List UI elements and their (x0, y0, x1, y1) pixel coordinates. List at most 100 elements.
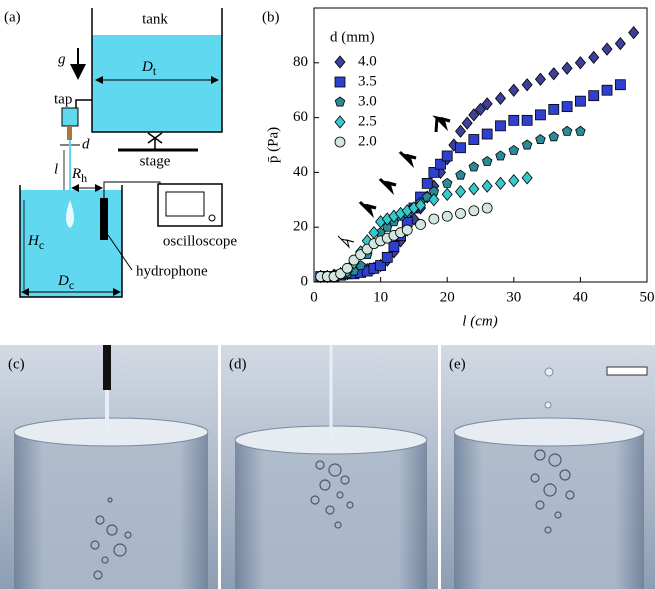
marker-diamond (549, 68, 559, 80)
marker-diamond (562, 62, 572, 74)
onset-arrow (380, 179, 396, 190)
marker-square (589, 91, 599, 101)
stage-label: stage (140, 153, 171, 169)
y-tick-label: 20 (293, 219, 308, 235)
marker-pentagon (456, 170, 466, 179)
hydrophone (100, 198, 108, 240)
marker-diamond (522, 172, 532, 184)
marker-square (382, 252, 392, 262)
marker-diamond (442, 188, 452, 200)
y-tick-label: 80 (293, 54, 308, 70)
marker-diamond (615, 38, 625, 50)
panel-label: (a) (4, 9, 21, 25)
marker-pentagon (576, 126, 586, 135)
marker-diamond (575, 57, 585, 69)
x-axis-label: l (cm) (462, 313, 497, 329)
marker-pentagon (522, 140, 532, 149)
marker-square (482, 129, 492, 139)
hydrophone-label: hydrophone (136, 263, 208, 279)
marker-square (615, 80, 625, 90)
marker-square (509, 115, 519, 125)
onset-arrow (360, 202, 376, 213)
legend-title: d (mm) (330, 29, 375, 45)
y-tick-label: 0 (301, 273, 309, 289)
photo: (e) (441, 345, 655, 589)
marker-square (549, 104, 559, 114)
legend-label: 2.5 (358, 113, 377, 129)
nozzle (67, 126, 72, 140)
tap-label: tap (54, 91, 72, 107)
marker-pentagon (536, 135, 546, 144)
onset-arrow (338, 236, 354, 247)
marker-circle (342, 263, 352, 273)
stage-valve (148, 133, 162, 150)
panel-label: (d) (229, 356, 247, 372)
rh-label: Rh (71, 166, 87, 184)
marker-pentagon (469, 162, 479, 171)
marker-circle (402, 225, 412, 235)
marker-pentagon (509, 145, 519, 154)
marker-pentagon (496, 151, 506, 160)
d-label: d (82, 136, 90, 152)
oscilloscope-label: oscilloscope (163, 233, 237, 249)
marker-square (422, 178, 432, 188)
panel-label: (c) (8, 356, 25, 372)
tap (62, 108, 78, 126)
x-tick-label: 10 (373, 289, 388, 305)
marker-pentagon (549, 132, 559, 141)
legend-label: 3.0 (358, 93, 377, 109)
marker-circle (335, 137, 345, 147)
x-tick-label: 50 (640, 289, 655, 305)
marker-diamond (469, 183, 479, 195)
marker-diamond (509, 84, 519, 96)
marker-circle (416, 219, 426, 229)
figure: (a) tank g Dt tap d stage l Rh oscillosc… (0, 0, 655, 589)
x-tick-label: 20 (440, 289, 455, 305)
marker-square (562, 102, 572, 112)
marker-square (522, 115, 532, 125)
panel-label: (b) (262, 9, 280, 25)
marker-circle (469, 206, 479, 216)
marker-square (442, 151, 452, 161)
marker-square (602, 85, 612, 95)
marker-diamond (495, 177, 505, 189)
marker-square (575, 96, 585, 106)
photo: (d) (221, 345, 438, 589)
x-tick-label: 40 (573, 289, 588, 305)
marker-circle (482, 203, 492, 213)
photo: (c) (0, 345, 218, 589)
marker-diamond (495, 92, 505, 104)
marker-diamond (335, 116, 345, 128)
y-tick-label: 60 (293, 109, 308, 125)
marker-diamond (629, 27, 639, 39)
x-tick-label: 30 (506, 289, 521, 305)
y-axis-label: p̄ (Pa) (265, 127, 281, 163)
marker-diamond (456, 125, 466, 137)
marker-pentagon (442, 178, 452, 187)
marker-pentagon (335, 97, 345, 106)
marker-pentagon (562, 126, 572, 135)
legend-label: 4.0 (358, 53, 377, 69)
legend-label: 3.5 (358, 73, 377, 89)
gravity-label: g (58, 51, 66, 67)
setup-diagram: (a) tank g Dt tap d stage l Rh oscillosc… (4, 8, 237, 297)
marker-circle (442, 211, 452, 221)
marker-square (469, 135, 479, 145)
marker-diamond (335, 56, 345, 68)
l-label: l (54, 161, 58, 177)
tank-label: tank (142, 11, 168, 27)
marker-circle (429, 214, 439, 224)
marker-diamond (535, 73, 545, 85)
marker-square (535, 110, 545, 120)
marker-diamond (462, 117, 472, 129)
x-tick-label: 0 (310, 289, 318, 305)
marker-pentagon (482, 156, 492, 165)
marker-diamond (482, 180, 492, 192)
marker-square (389, 241, 399, 251)
y-tick-label: 40 (293, 164, 308, 180)
marker-diamond (589, 51, 599, 63)
legend-label: 2.0 (358, 133, 377, 149)
oscilloscope (158, 184, 222, 226)
marker-diamond (456, 186, 466, 198)
marker-square (335, 77, 345, 87)
